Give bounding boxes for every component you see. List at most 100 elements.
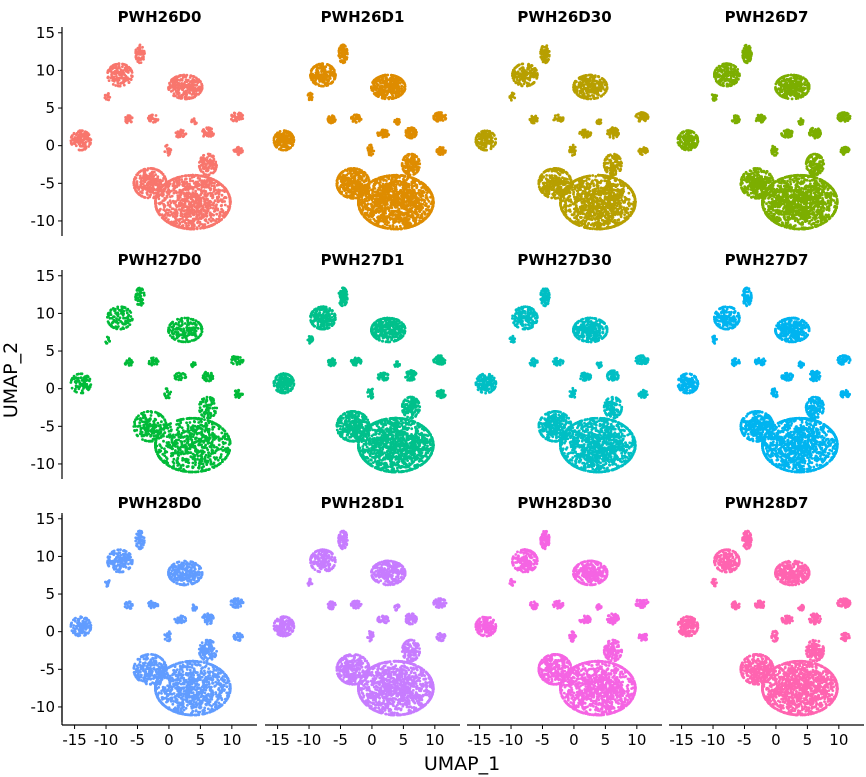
data-point bbox=[112, 83, 115, 86]
data-point bbox=[197, 184, 200, 187]
data-point bbox=[233, 112, 236, 115]
data-point bbox=[393, 97, 396, 100]
data-point bbox=[340, 181, 343, 184]
data-point bbox=[355, 180, 358, 183]
data-point bbox=[375, 205, 378, 208]
data-point bbox=[338, 54, 341, 57]
data-point bbox=[228, 208, 231, 211]
data-point bbox=[180, 95, 183, 98]
data-point bbox=[384, 194, 387, 197]
data-point bbox=[126, 76, 129, 79]
data-point bbox=[148, 196, 151, 199]
data-point bbox=[136, 184, 139, 187]
data-point bbox=[347, 168, 350, 171]
data-point bbox=[398, 180, 401, 183]
data-point bbox=[170, 90, 173, 93]
data-point bbox=[380, 185, 383, 188]
data-point bbox=[349, 189, 352, 192]
data-point bbox=[357, 188, 360, 191]
data-point bbox=[420, 203, 423, 206]
data-point bbox=[320, 67, 323, 70]
data-point bbox=[142, 53, 145, 56]
data-point bbox=[429, 191, 432, 194]
data-point bbox=[403, 219, 406, 222]
data-point bbox=[235, 149, 238, 152]
data-point bbox=[185, 215, 188, 218]
data-point bbox=[321, 85, 324, 88]
data-point bbox=[215, 218, 218, 221]
data-point bbox=[404, 208, 407, 211]
data-point bbox=[417, 158, 420, 161]
data-point bbox=[358, 192, 361, 195]
data-point bbox=[407, 184, 410, 187]
data-point bbox=[209, 127, 212, 130]
data-point bbox=[203, 186, 206, 189]
data-point bbox=[184, 90, 187, 93]
data-point bbox=[235, 119, 238, 122]
data-point bbox=[178, 226, 181, 229]
data-point bbox=[202, 167, 205, 170]
data-point bbox=[124, 116, 127, 119]
data-point bbox=[397, 182, 400, 185]
data-point bbox=[84, 131, 87, 134]
data-point bbox=[390, 227, 393, 230]
data-point bbox=[208, 160, 211, 163]
data-point bbox=[145, 188, 148, 191]
data-point bbox=[193, 228, 196, 231]
data-point bbox=[182, 219, 185, 222]
data-point bbox=[186, 74, 189, 77]
data-point bbox=[161, 199, 164, 202]
data-point bbox=[219, 213, 222, 216]
data-point bbox=[175, 76, 178, 79]
data-point bbox=[168, 209, 171, 212]
data-point bbox=[171, 207, 174, 210]
data-point bbox=[190, 201, 193, 204]
data-point bbox=[396, 82, 399, 85]
data-point bbox=[393, 213, 396, 216]
data-point bbox=[127, 81, 130, 84]
data-point bbox=[171, 85, 174, 88]
data-point bbox=[182, 135, 185, 138]
data-point bbox=[392, 192, 395, 195]
data-point bbox=[420, 220, 423, 223]
data-point bbox=[200, 90, 203, 93]
data-point bbox=[169, 204, 172, 207]
data-point bbox=[176, 96, 179, 99]
data-point bbox=[363, 181, 366, 184]
data-point bbox=[186, 212, 189, 215]
data-point bbox=[410, 162, 413, 165]
data-point bbox=[427, 214, 430, 217]
data-point bbox=[197, 93, 200, 96]
data-point bbox=[397, 76, 400, 79]
data-point bbox=[212, 223, 215, 226]
data-point bbox=[203, 215, 206, 218]
data-point bbox=[155, 207, 158, 210]
data-point bbox=[155, 181, 158, 184]
data-point bbox=[212, 202, 215, 205]
data-point bbox=[411, 203, 414, 206]
data-point bbox=[287, 134, 290, 137]
data-point bbox=[399, 225, 402, 228]
data-point bbox=[425, 202, 428, 205]
data-point bbox=[87, 132, 90, 135]
data-point bbox=[419, 206, 422, 209]
data-point bbox=[403, 156, 406, 159]
data-point bbox=[400, 219, 403, 222]
data-point bbox=[402, 194, 405, 197]
data-point bbox=[174, 78, 177, 81]
data-point bbox=[326, 82, 329, 85]
data-point bbox=[364, 192, 367, 195]
data-point bbox=[205, 126, 208, 129]
data-point bbox=[163, 219, 166, 222]
data-point bbox=[81, 144, 84, 147]
data-point bbox=[402, 168, 405, 171]
data-point bbox=[130, 120, 133, 123]
data-point bbox=[324, 75, 327, 78]
data-point bbox=[406, 189, 409, 192]
data-point bbox=[216, 184, 219, 187]
data-point bbox=[202, 128, 205, 131]
data-point bbox=[108, 96, 111, 99]
data-point bbox=[279, 144, 282, 147]
data-point bbox=[412, 205, 415, 208]
data-point bbox=[195, 211, 198, 214]
